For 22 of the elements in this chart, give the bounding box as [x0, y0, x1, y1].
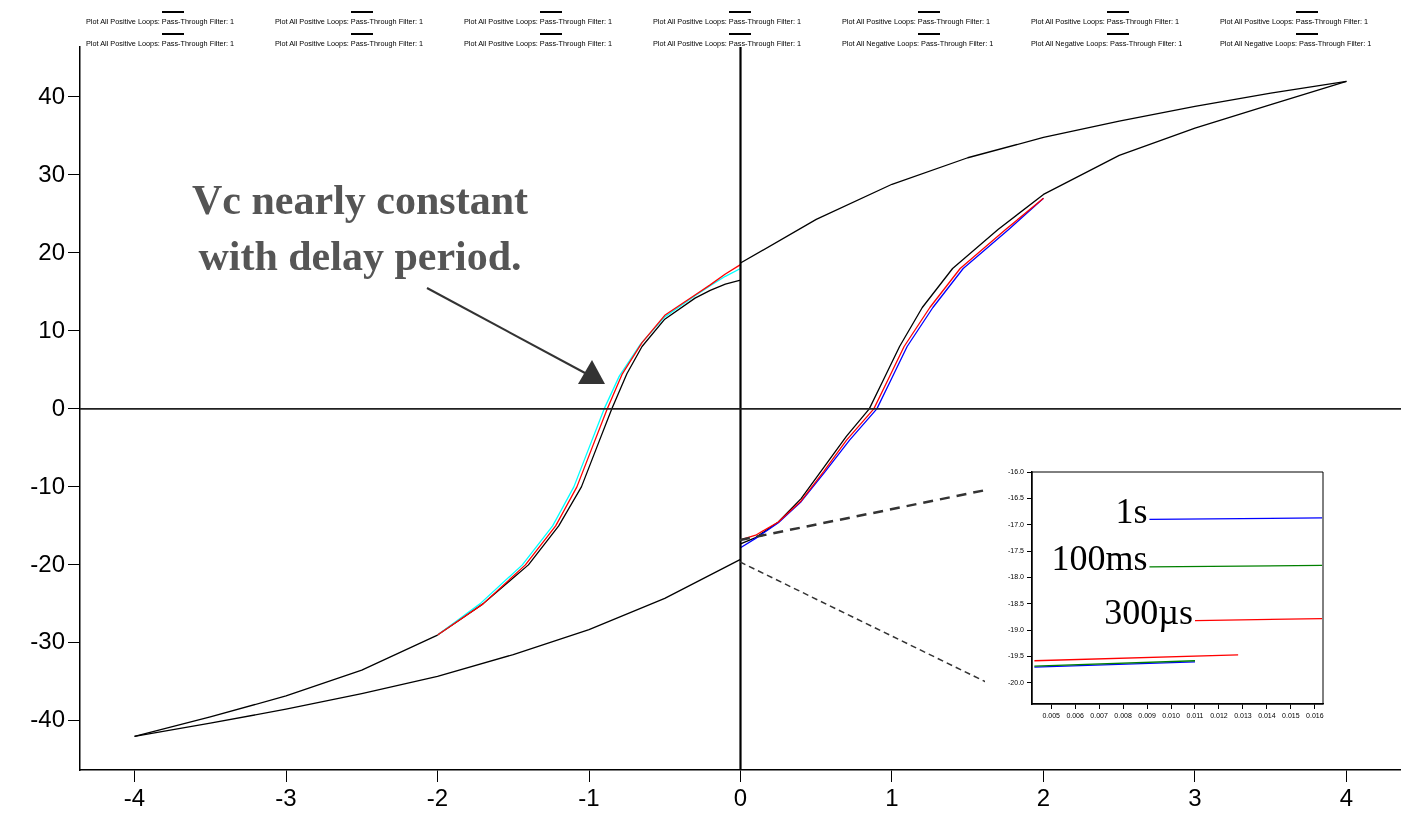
x-tick-label: 2: [1036, 784, 1051, 812]
y-tick-label: -10: [30, 471, 65, 499]
y-tick-label: -20: [30, 549, 65, 577]
x-tick-label: -3: [275, 784, 297, 812]
y-tick-label: -30: [30, 627, 65, 655]
x-tick-label: -1: [578, 784, 600, 812]
y-tick-label: 40: [38, 81, 65, 109]
series-label: 300µs: [1104, 592, 1193, 633]
y-tick-label: 20: [38, 237, 65, 265]
x-tick-label: -2: [426, 784, 449, 812]
x-tick-label: 0: [733, 784, 748, 812]
x-tick-label: 3: [1188, 784, 1202, 812]
y-tick-label: -40: [30, 705, 65, 733]
x-tick-label: 1: [885, 784, 899, 812]
y-tick-label: 30: [38, 159, 65, 187]
y-tick-label: 10: [38, 315, 65, 343]
x-tick-label: 4: [1339, 784, 1354, 812]
series-label: 100ms: [1051, 538, 1148, 579]
annotation: Vc nearly constant with delay period.: [191, 176, 529, 281]
x-tick-label: -4: [123, 784, 146, 812]
series-label: 1s: [1115, 490, 1148, 531]
y-tick-label: 0: [51, 393, 65, 421]
